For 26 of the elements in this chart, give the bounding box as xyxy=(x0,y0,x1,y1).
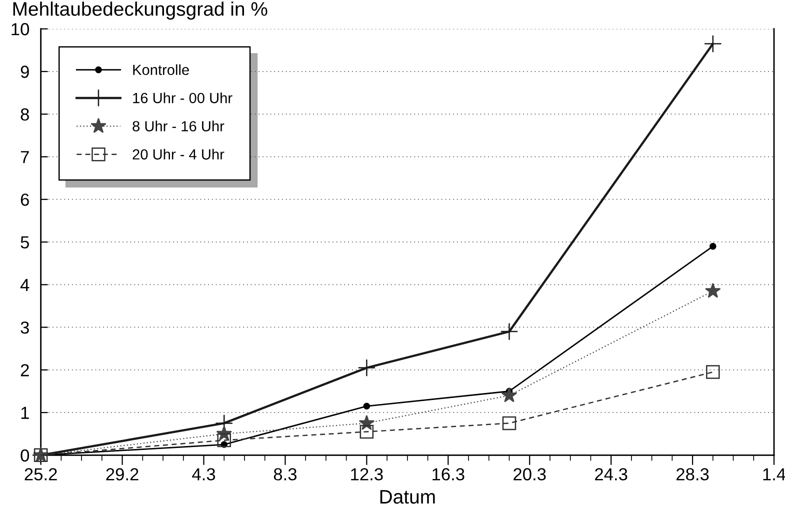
x-tick-label: 16.3 xyxy=(432,468,464,480)
x-tick-label: 25.2 xyxy=(24,468,57,480)
chart-title: Mehltaubedeckungsgrad in % xyxy=(13,2,268,20)
y-tick-label: 4 xyxy=(20,279,30,291)
y-tick-label: 7 xyxy=(20,151,29,164)
legend-label: 20 Uhr - 4 Uhr xyxy=(132,148,224,160)
x-tick-label: 29.2 xyxy=(106,468,138,480)
y-tick-label: 0 xyxy=(20,449,30,462)
y-tick-label: 9 xyxy=(20,66,29,78)
x-tick-label: 8.3 xyxy=(274,468,297,480)
y-tick-label: 3 xyxy=(20,321,29,334)
y-tick-label: 2 xyxy=(20,364,29,376)
y-tick-label: 5 xyxy=(20,236,29,248)
x-tick-label: 4.3 xyxy=(192,468,216,480)
x-tick-label: 24.3 xyxy=(595,468,628,480)
y-tick-label: 8 xyxy=(20,108,29,121)
legend-label: 16 Uhr - 00 Uhr xyxy=(133,92,232,104)
x-tick-label: 28.3 xyxy=(676,468,709,480)
legend-label: 8 Uhr - 16 Uhr xyxy=(132,120,224,132)
y-tick-label: 10 xyxy=(12,23,30,36)
y-tick-label: 1 xyxy=(21,406,29,419)
x-axis-title: Datum xyxy=(380,490,435,504)
legend-label: Kontrolle xyxy=(133,64,189,76)
y-tick-label: 6 xyxy=(20,194,29,206)
x-tick-label: 20.3 xyxy=(514,468,546,480)
x-tick-label: 12.3 xyxy=(351,468,383,480)
